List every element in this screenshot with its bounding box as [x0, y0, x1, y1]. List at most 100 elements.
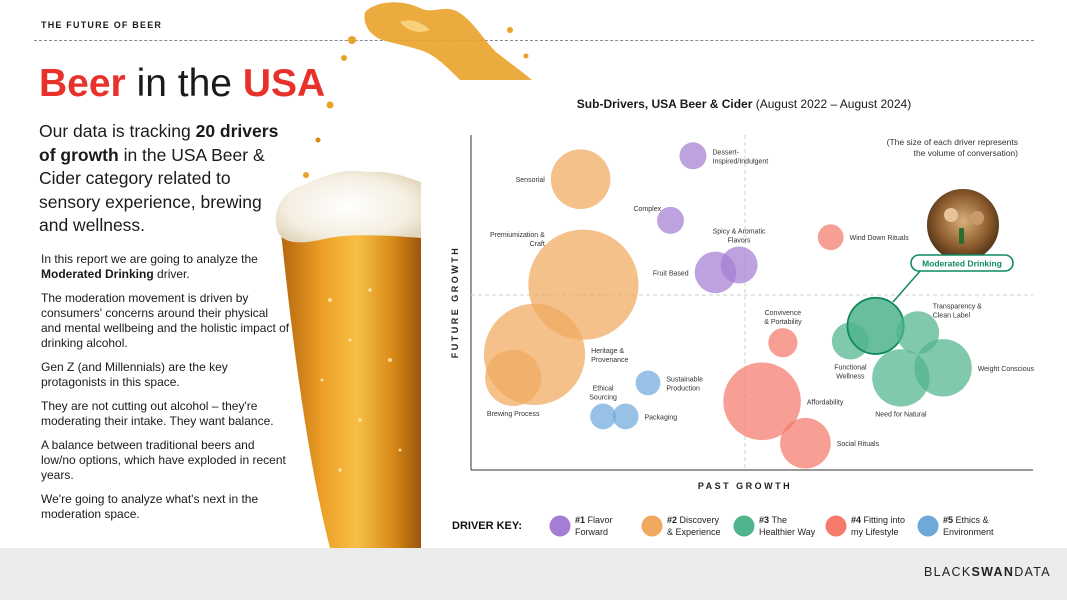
legend-label-3: #3 The [759, 515, 787, 525]
legend-title: DRIVER KEY: [452, 520, 522, 532]
title-word-beer: Beer [39, 62, 126, 105]
body-paragraph-5: A balance between traditional beers and … [41, 438, 286, 482]
label-line: Inspired/Indulgent [713, 158, 769, 165]
legend-line-1: The [772, 515, 788, 525]
label-line: Wind Down Rituals [850, 235, 910, 242]
bubble-wind-down-rituals[interactable] [817, 224, 844, 251]
photo-person-1 [944, 208, 958, 222]
highlight-callout: Moderated Drinking [892, 187, 1014, 303]
bubble-sensorial[interactable] [550, 149, 611, 209]
beer-glass-illustration [275, 2, 532, 548]
body-paragraph-2: The moderation movement is driven by con… [41, 291, 290, 350]
bubble-ethical-sourcing[interactable] [590, 403, 616, 430]
body-p1-text: In this report we are going to analyze t… [41, 252, 258, 266]
label-line: Transparency & [933, 304, 982, 311]
bubble-brewing-process[interactable] [485, 349, 542, 406]
lead-bold: 20 drivers of growth [39, 121, 279, 165]
body-paragraph-6: We're going to analyze what's next in th… [41, 492, 259, 521]
label-line: Sourcing [589, 395, 617, 402]
bubble-dessert-inspired-indulgent[interactable] [679, 142, 707, 170]
legend-line-1: Ethics & [956, 515, 989, 525]
label-line: Flavors [728, 237, 751, 244]
label-layer: Dessert- Inspired/Indulgent Complex Spicy &… [487, 149, 1035, 448]
legend-num: #3 [759, 515, 772, 525]
driver-key-legend: DRIVER KEY: #1 Flavor Forward #2 Discovery… [452, 515, 994, 537]
label-convivence-portability: Convivence & Portability [764, 310, 802, 326]
legend-num: #5 [943, 515, 956, 525]
legend-num: #4 [851, 515, 864, 525]
bubble-packaging[interactable] [612, 403, 639, 430]
chart-title-bold: Sub-Drivers, USA Beer & Cider [577, 97, 753, 111]
label-premiumization-craft: Premiumization & Craft [490, 232, 545, 248]
legend-swatch-3 [733, 515, 755, 537]
label-weight-conscious: Weight Conscious [978, 366, 1035, 373]
bubble-weight-conscious[interactable] [914, 339, 972, 397]
legend-line-1: Fitting into [864, 515, 906, 525]
brand-part-3: DATA [1014, 565, 1051, 579]
chart-panel: Sub-Drivers, USA Beer & Cider (August 20… [421, 80, 1067, 548]
dotted-divider [34, 40, 1034, 41]
legend-swatch-5 [917, 515, 939, 537]
size-note-line-1: (The size of each driver represents [887, 137, 1018, 147]
x-axis-label: PAST GROWTH [698, 481, 792, 491]
report-kicker: THE FUTURE OF BEER [41, 20, 163, 30]
bubble-social-rituals[interactable] [780, 417, 831, 469]
y-axis-label: FUTURE GROWTH [450, 246, 460, 359]
label-wind-down-rituals: Wind Down Rituals [850, 235, 910, 242]
callout-label-text: Moderated Drinking [922, 259, 1002, 269]
bubble-convivence-portability[interactable] [768, 328, 798, 358]
label-sustainable-production: Sustainable Production [666, 376, 703, 392]
brand-part-1: BLACK [924, 565, 972, 579]
label-fruit-based: Fruit Based [653, 270, 689, 277]
legend-line-2-3: Healthier Way [759, 527, 816, 537]
label-ethical-sourcing: Ethical Sourcing [589, 386, 617, 402]
label-sensorial: Sensorial [516, 177, 546, 184]
body-paragraph-1: In this report we are going to analyze t… [41, 252, 291, 282]
label-line: Provenance [591, 357, 628, 364]
legend-label-1: #1 Flavor [575, 515, 613, 525]
chart-title: Sub-Drivers, USA Beer & Cider (August 20… [577, 97, 911, 111]
label-heritage-provenance: Heritage & Provenance [591, 348, 628, 364]
size-note-line-2: the volume of conversation) [914, 148, 1019, 158]
legend-line-2-1: Forward [575, 527, 608, 537]
body-paragraph-4: They are not cutting out alcohol – they'… [41, 399, 274, 428]
legend-label-2: #2 Discovery [667, 515, 720, 525]
legend-swatch-2 [641, 515, 663, 537]
photo-person-2 [970, 211, 984, 225]
lead-paragraph: Our data is tracking 20 drivers of growt… [39, 120, 289, 238]
bubble-affordability[interactable] [723, 362, 801, 441]
bubble-sustainable-production[interactable] [635, 370, 661, 396]
bubble-fruit-based[interactable] [694, 251, 737, 294]
bubble-layer [483, 142, 972, 469]
label-line: Sustainable [666, 376, 703, 383]
photo-bottle [959, 228, 964, 244]
bubble-chart: Sub-Drivers, USA Beer & Cider (August 20… [450, 97, 1035, 537]
label-line: Wellness [836, 374, 865, 381]
label-line: Complex [633, 206, 661, 213]
body-paragraph-3: Gen Z (and Millennials) are the key prot… [41, 360, 228, 389]
legend-num: #1 [575, 515, 588, 525]
legend-line-1: Flavor [588, 515, 613, 525]
legend-line-2-4: my Lifestyle [851, 527, 899, 537]
label-line: Ethical [593, 386, 614, 393]
label-line: Dessert- [713, 149, 740, 156]
label-line: Spicy & Aromatic [713, 228, 766, 235]
beer-bubbles [320, 288, 402, 472]
lead-text-2: in the USA Beer & Cider category related… [39, 144, 265, 236]
label-line: Premiumization & [490, 232, 545, 239]
label-line: Production [666, 385, 700, 392]
label-line: Sensorial [516, 177, 546, 184]
bubble-moderated-drinking[interactable] [846, 296, 905, 355]
beer-foam [275, 170, 421, 243]
label-line: & Portability [764, 319, 802, 326]
legend-label-5: #5 Ethics & [943, 515, 989, 525]
beer-glass-body [280, 202, 421, 548]
label-line: Brewing Process [487, 411, 540, 418]
legend-swatch-4 [825, 515, 847, 537]
label-affordability: Affordability [807, 399, 844, 406]
body-p1-end: driver. [153, 267, 190, 281]
moderated-drinking-photo [925, 187, 1001, 263]
label-line: Social Rituals [837, 441, 880, 448]
bubble-complex[interactable] [657, 206, 684, 234]
label-line: Fruit Based [653, 270, 689, 277]
